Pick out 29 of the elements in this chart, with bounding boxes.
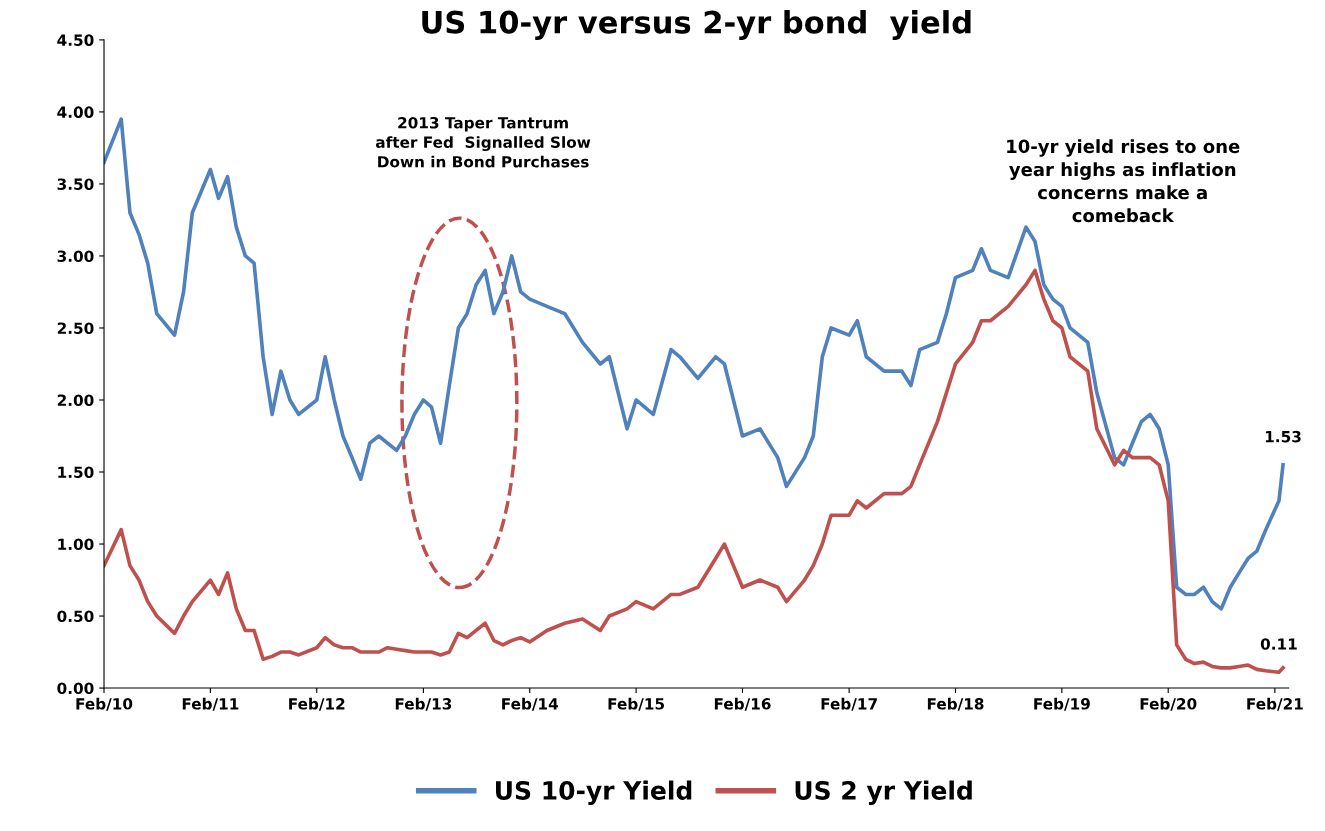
x-tick-label: Feb/15 (608, 697, 665, 711)
x-tick-label: Feb/18 (927, 697, 984, 711)
y-tick-label: 1.00 (58, 538, 94, 551)
annotation: 1.53 (1265, 430, 1301, 443)
chart-title: US 10-yr versus 2-yr bond yield (422, 10, 971, 40)
legend-label: US 2 yr Yield (795, 780, 972, 805)
x-tick-label: Feb/19 (1034, 697, 1090, 711)
x-tick-label: Feb/10 (76, 697, 133, 711)
y-tick-label: 2.50 (57, 322, 94, 334)
annotation: 10-yr yield rises to one year highs as inflation concerns make a comeback (1007, 139, 1240, 223)
y-tick-label: 3.00 (57, 250, 94, 262)
x-tick-label: Feb/20 (1140, 697, 1197, 711)
legend-label: US 10-yr Yield (496, 780, 692, 805)
annotation: 0.11 (1260, 638, 1297, 650)
y-tick-label: 4.00 (57, 106, 94, 118)
y-tick-label: 2.00 (57, 394, 94, 407)
x-tick-label: Feb/14 (502, 697, 559, 711)
x-tick-label: Feb/17 (821, 697, 877, 711)
x-tick-label: Feb/16 (714, 697, 771, 711)
y-tick-label: 0.50 (57, 610, 94, 623)
annotation: 2013 Taper Tantrum after Fed Signalled Slow Down in Bond Purchases (375, 116, 591, 168)
y-tick-label: 3.50 (57, 178, 94, 190)
x-tick-label: Feb/13 (395, 697, 452, 711)
x-tick-label: Feb/21 (1247, 697, 1303, 711)
y-tick-label: 1.50 (58, 466, 94, 479)
x-tick-label: Feb/12 (289, 697, 345, 711)
y-tick-label: 4.50 (57, 34, 94, 46)
x-tick-label: Feb/11 (182, 697, 239, 711)
y-tick-label: 0.00 (57, 682, 94, 695)
